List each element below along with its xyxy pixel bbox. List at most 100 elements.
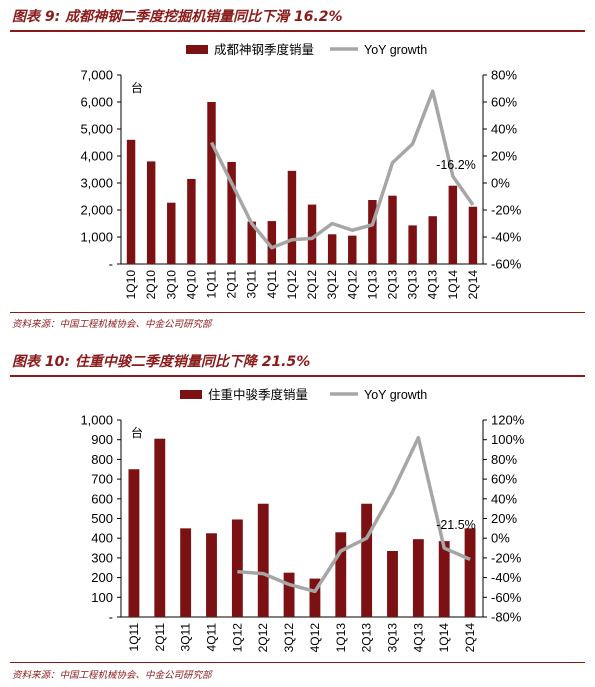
chart2-yoy-line xyxy=(237,435,471,594)
chart1-y-tick-label: - xyxy=(109,257,113,272)
chart1-x-tick-label: 2Q11 xyxy=(225,270,239,299)
chart2-y2-tick-label: 120% xyxy=(491,413,525,428)
chart1-x-tick-label: 4Q12 xyxy=(345,270,359,300)
chart1-y-tick-label: 3,000 xyxy=(80,176,113,191)
chart1-y2-tick-label: 40% xyxy=(491,122,517,137)
chart1-x-tick-label: 3Q10 xyxy=(164,270,178,300)
chart1-legend-bar-swatch xyxy=(186,45,208,54)
chart2-y2-tick-label: 40% xyxy=(491,491,517,506)
chart1-x-tick-label: 4Q10 xyxy=(184,270,198,300)
chart2-legend-bar-label: 住重中骏季度销量 xyxy=(208,387,308,402)
chart1-x-tick-label: 2Q14 xyxy=(466,270,480,300)
chart2-bar xyxy=(412,539,424,617)
chart2-bar xyxy=(154,438,166,617)
chart1-y2-tick-label: -60% xyxy=(491,257,522,272)
chart2-x-tick-label: 2Q11 xyxy=(153,623,167,652)
chart2-bar xyxy=(387,551,398,617)
chart2-annotation: -21.5% xyxy=(436,518,476,532)
chart1-y-tick-label: 1,000 xyxy=(80,230,113,245)
chart2-title-rule xyxy=(10,375,585,377)
chart1-y-tick-label: 6,000 xyxy=(80,95,113,110)
chart2-bar xyxy=(464,528,476,617)
chart2-x-tick-label: 4Q11 xyxy=(205,623,219,652)
chart2-x-tick-label: 1Q11 xyxy=(127,623,141,652)
chart1-x-tick-label: 3Q11 xyxy=(245,270,259,299)
chart2-y-tick-label: 600 xyxy=(91,491,113,506)
chart1-x-tick-label: 1Q14 xyxy=(446,270,460,300)
chart1-x-tick-label: 4Q11 xyxy=(265,270,279,299)
chart1-annotation: -16.2% xyxy=(436,158,476,172)
chart2-x-tick-label: 2Q12 xyxy=(256,623,270,653)
chart2-y-tick-label: 200 xyxy=(91,570,113,585)
chart1-x-tick-label: 3Q12 xyxy=(325,270,339,300)
chart2-y-tick-label: 800 xyxy=(91,452,113,467)
chart1-bar xyxy=(207,102,216,264)
chart2-y2-tick-label: -40% xyxy=(491,570,522,585)
chart2-y2-tick-label: -80% xyxy=(491,610,522,625)
chart2-y-tick-label: 1,000 xyxy=(80,413,113,428)
chart1-y2-tick-label: -20% xyxy=(491,203,522,218)
chart1-yoy-line xyxy=(209,89,475,250)
chart2-y-tick-label: 100 xyxy=(91,590,113,605)
chart2-bar xyxy=(283,572,295,617)
chart1-bar xyxy=(448,185,458,264)
chart1-bar xyxy=(368,200,377,264)
chart1-y2-tick-label: 20% xyxy=(491,149,517,164)
chart2-y2-tick-label: 80% xyxy=(491,452,517,467)
chart1-y-unit: 台 xyxy=(131,80,143,95)
chart1-y2-tick-label: 0% xyxy=(491,176,510,191)
chart2-x-tick-label: 1Q13 xyxy=(334,623,348,653)
chart1-x-tick-label: 1Q13 xyxy=(365,270,379,300)
chart1-bar xyxy=(227,161,236,264)
chart1-svg: - 1,000 2,000 3,000 4,000 5,000 6,000 7,000 -60%… xyxy=(80,42,522,300)
chart2-y-tick-label: 300 xyxy=(91,550,113,565)
chart1-bar xyxy=(247,221,256,264)
chart1-bar xyxy=(348,235,357,264)
chart1-y2-tick-label: -40% xyxy=(491,230,522,245)
chart2-x-tick-label: 1Q12 xyxy=(230,623,244,653)
chart2-legend-bar-swatch xyxy=(180,390,202,399)
chart2-x-tick-label: 3Q12 xyxy=(282,623,296,653)
chart2-y-tick-label: 400 xyxy=(91,531,113,546)
chart1-x-tick-label: 2Q12 xyxy=(305,270,319,300)
chart2-bar xyxy=(206,533,217,617)
chart2-y2-tick-label: -60% xyxy=(491,590,522,605)
chart1-x-tick-label: 4Q13 xyxy=(426,270,440,300)
chart2-source: 资料来源：中国工程机械协会、中金公司研究部 xyxy=(12,670,212,681)
chart2-bar xyxy=(231,519,243,617)
chart1-legend-line-label: YoY growth xyxy=(364,43,427,57)
chart1-title: 图表 9: 成都神钢二季度挖掘机销量同比下滑 16.2% xyxy=(12,9,343,25)
chart2-x-tick-label: 3Q11 xyxy=(179,623,193,652)
chart1-y2-tick-label: 80% xyxy=(491,68,517,83)
chart1-y-tick-label: 2,000 xyxy=(80,203,113,218)
chart1-y-tick-label: 4,000 xyxy=(80,149,113,164)
chart2-bar xyxy=(128,469,140,617)
chart2-bar xyxy=(309,578,321,617)
chart1-bar xyxy=(267,221,277,264)
chart2-y-tick-label: - xyxy=(109,610,113,625)
chart2-y2-tick-label: 100% xyxy=(491,432,525,447)
chart2-y-unit: 台 xyxy=(131,425,143,440)
chart1-bar xyxy=(327,234,337,264)
chart2-source-rule xyxy=(10,662,585,663)
chart2-y-tick-label: 500 xyxy=(91,511,113,526)
chart1-x-tick-label: 1Q12 xyxy=(285,270,299,300)
chart2-y2-tick-label: 20% xyxy=(491,511,517,526)
chart1-x-tick-label: 1Q11 xyxy=(205,270,219,299)
chart1-legend-bar-label: 成都神钢季度销量 xyxy=(214,42,314,57)
chart2-bar xyxy=(335,532,347,617)
chart2-bar xyxy=(438,541,450,617)
chart2-x-tick-label: 3Q13 xyxy=(386,623,400,653)
chart1-x-tick-label: 1Q10 xyxy=(124,270,138,300)
chart2-title: 图表 10: 住重中骏二季度销量同比下降 21.5% xyxy=(12,354,311,370)
chart2-y2-tick-label: 0% xyxy=(491,531,510,546)
chart1-bar xyxy=(146,161,156,264)
chart1-bar xyxy=(126,139,136,264)
chart1-bar xyxy=(307,204,317,264)
chart1-x-tick-label: 3Q13 xyxy=(406,270,420,300)
chart1-bar xyxy=(167,202,176,264)
chart1-source: 资料来源：中国工程机械协会、中金公司研究部 xyxy=(12,319,212,330)
chart1-y-tick-label: 5,000 xyxy=(80,122,113,137)
chart1-title-rule xyxy=(10,30,585,32)
